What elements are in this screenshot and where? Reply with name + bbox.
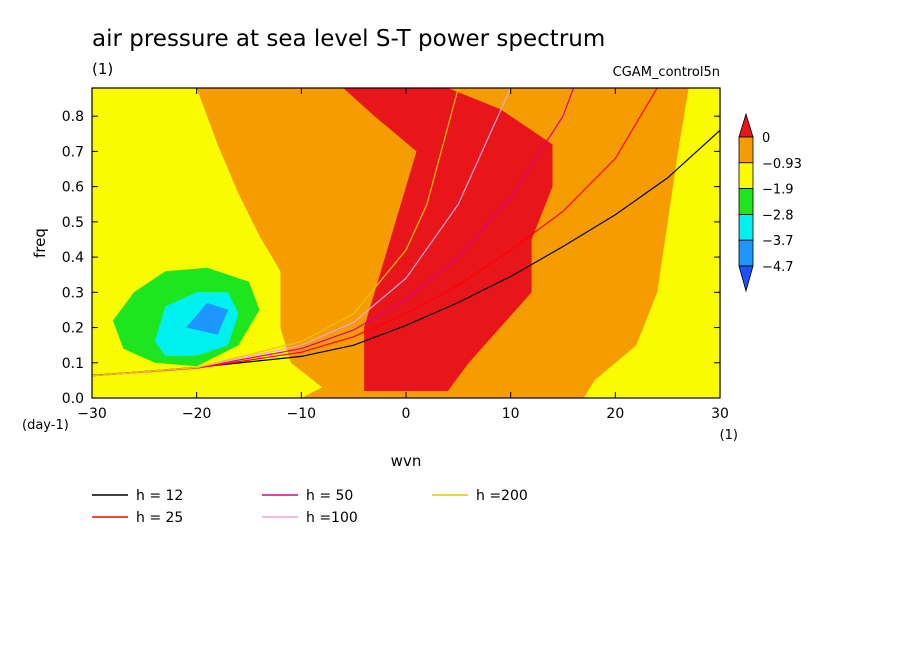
- colorbar-segment: [738, 188, 754, 215]
- colorbar-label: −2.8: [762, 208, 794, 223]
- legend-entry: h = 25: [136, 510, 183, 526]
- colorbar: 0 −0.93 −1.9 −2.8 −3.7 −4.7: [738, 112, 802, 293]
- x-tick-label: 30: [711, 406, 729, 422]
- x-tick-label: −10: [287, 406, 317, 422]
- y-tick-label: 0.3: [62, 285, 84, 301]
- curve-series-4: [92, 88, 459, 377]
- x-tick-label: −30: [77, 406, 107, 422]
- y-tick-label: 0.1: [62, 356, 84, 372]
- colorbar-segment: [738, 136, 754, 164]
- colorbar-bottom-arrow: [738, 265, 754, 293]
- y-tick-label: 0.7: [62, 144, 84, 160]
- axes: −30 −20 −10 0 10 20 30 0.0 0.1 0.2 0.3 0.4 0.5 0.6 0.7…: [62, 88, 729, 422]
- y-tick-label: 0.6: [62, 180, 84, 196]
- colorbar-label: 0: [762, 131, 770, 146]
- colorbar-segment: [738, 239, 754, 267]
- curve-series-2: [92, 88, 575, 377]
- dispersion-curves: [92, 88, 720, 377]
- y-axis-label: freq: [31, 228, 49, 258]
- plot-area: [92, 88, 720, 398]
- legend-entry: h = 50: [306, 488, 353, 504]
- contour-region-blue-3: [186, 302, 229, 335]
- units-label: (1): [92, 60, 113, 78]
- chart-title: air pressure at sea level S-T power spec…: [92, 26, 605, 52]
- colorbar-label: −1.9: [762, 183, 794, 198]
- y-tick-label: 0.2: [62, 321, 84, 337]
- legend: h = 12 h = 25 h = 50 h =100 h =200: [92, 488, 528, 526]
- colorbar-label: −4.7: [762, 260, 794, 275]
- colorbar-segment: [738, 162, 754, 190]
- colorbar-top-arrow: [738, 112, 754, 138]
- contour-regions: [92, 88, 720, 398]
- contour-region-red-4: [343, 88, 553, 391]
- x-tick-label: −20: [182, 406, 212, 422]
- run-label: CGAM_control5n: [613, 65, 720, 80]
- colorbar-label: −3.7: [762, 234, 794, 249]
- y-tick-label: 0.8: [62, 109, 84, 125]
- y-units-label: (day-1): [22, 418, 69, 433]
- legend-entry: h = 12: [136, 488, 183, 504]
- legend-entry: h =100: [306, 510, 358, 526]
- curve-series-0: [92, 129, 720, 377]
- x-units-label: (1): [720, 428, 738, 443]
- y-tick-label: 0.4: [62, 250, 84, 266]
- legend-entry: h =200: [476, 488, 528, 504]
- x-tick-label: 10: [502, 406, 520, 422]
- y-tick-label: 0.5: [62, 215, 84, 231]
- x-tick-label: 0: [402, 406, 411, 422]
- colorbar-label: −0.93: [762, 157, 802, 172]
- contour-region-yellow-5: [583, 88, 720, 398]
- y-tick-label: 0.0: [62, 391, 84, 407]
- x-axis-label: wvn: [391, 452, 422, 470]
- x-tick-label: 20: [606, 406, 624, 422]
- curve-series-1: [92, 88, 658, 377]
- colorbar-segment: [738, 213, 754, 241]
